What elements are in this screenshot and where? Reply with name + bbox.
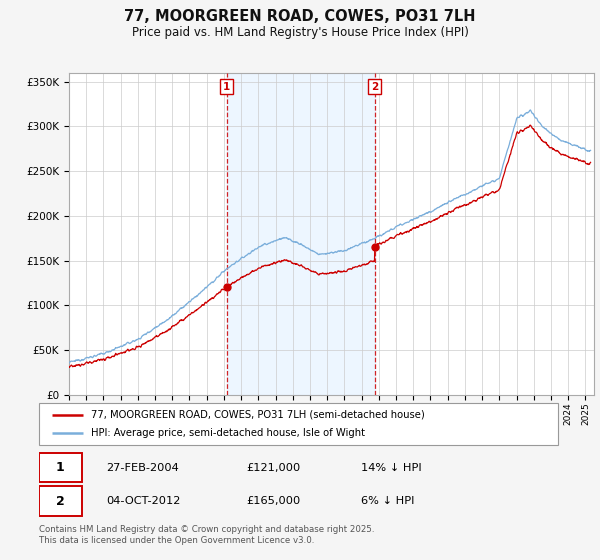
- Text: £121,000: £121,000: [247, 463, 301, 473]
- FancyBboxPatch shape: [39, 403, 558, 445]
- Text: 2: 2: [56, 494, 65, 508]
- Text: HPI: Average price, semi-detached house, Isle of Wight: HPI: Average price, semi-detached house,…: [91, 428, 365, 438]
- Text: 1: 1: [223, 82, 230, 92]
- Text: 27-FEB-2004: 27-FEB-2004: [106, 463, 179, 473]
- Text: 1: 1: [56, 461, 65, 474]
- Text: 2: 2: [371, 82, 378, 92]
- Text: 77, MOORGREEN ROAD, COWES, PO31 7LH (semi-detached house): 77, MOORGREEN ROAD, COWES, PO31 7LH (sem…: [91, 410, 425, 420]
- Text: 14% ↓ HPI: 14% ↓ HPI: [361, 463, 422, 473]
- Bar: [227, 73, 374, 395]
- Text: 77, MOORGREEN ROAD, COWES, PO31 7LH: 77, MOORGREEN ROAD, COWES, PO31 7LH: [124, 9, 476, 24]
- FancyBboxPatch shape: [39, 487, 82, 516]
- Text: Price paid vs. HM Land Registry's House Price Index (HPI): Price paid vs. HM Land Registry's House …: [131, 26, 469, 39]
- Text: 6% ↓ HPI: 6% ↓ HPI: [361, 496, 414, 506]
- Text: Contains HM Land Registry data © Crown copyright and database right 2025.
This d: Contains HM Land Registry data © Crown c…: [39, 525, 374, 545]
- FancyBboxPatch shape: [39, 453, 82, 482]
- Text: £165,000: £165,000: [247, 496, 301, 506]
- Text: 04-OCT-2012: 04-OCT-2012: [106, 496, 181, 506]
